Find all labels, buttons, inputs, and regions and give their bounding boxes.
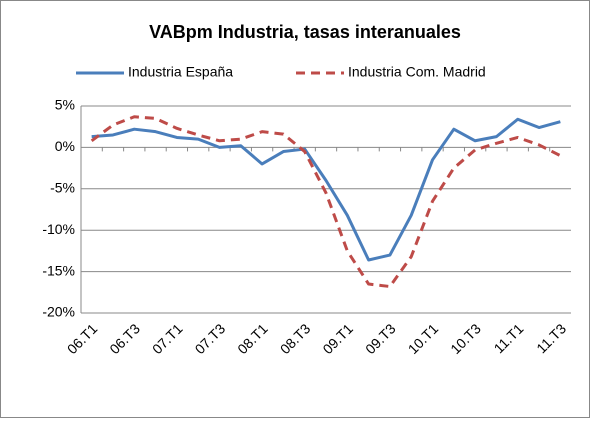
legend-label: Industria España	[128, 64, 233, 80]
y-tick-label: 5%	[55, 97, 75, 113]
y-tick-label: 0%	[55, 138, 75, 154]
y-tick-label: -15%	[42, 262, 75, 278]
series-line	[90, 115, 562, 289]
y-tick-label: -5%	[50, 180, 75, 196]
y-tick-label: -10%	[42, 221, 75, 237]
series-line	[91, 117, 561, 262]
y-tick-label: -20%	[42, 304, 75, 320]
chart-title: VABpm Industria, tasas interanuales	[149, 22, 461, 42]
legend-label: Industria Com. Madrid	[348, 64, 486, 80]
